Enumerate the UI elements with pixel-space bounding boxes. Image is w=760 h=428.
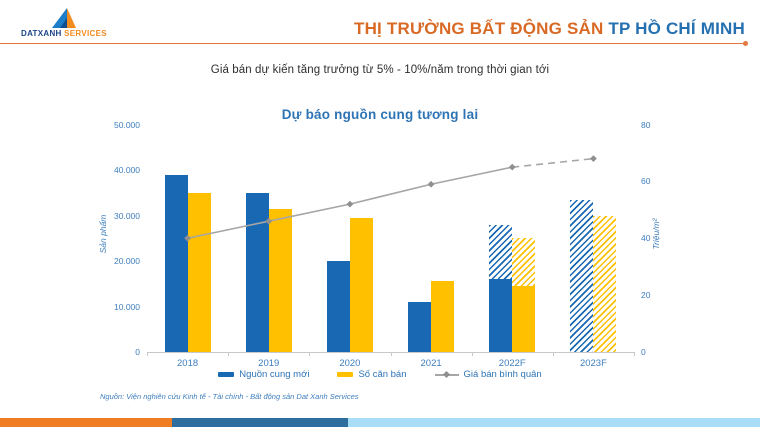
left-axis-title: Sản phẩm xyxy=(98,214,108,254)
page-title: THỊ TRƯỜNG BẤT ĐỘNG SẢN TP HỒ CHÍ MINH xyxy=(354,19,745,39)
bar-units-sold-solid xyxy=(187,192,211,352)
footer-segment-light-blue xyxy=(348,418,760,427)
x-axis-category-label: 2022F xyxy=(498,358,526,369)
right-axis-tick-label: 60 xyxy=(641,176,651,187)
right-axis-tick-label: 20 xyxy=(641,290,651,301)
trend-line-diamond-marker xyxy=(427,180,435,188)
legend-diamond-icon xyxy=(442,370,450,378)
left-axis-tick-label: 30.000 xyxy=(114,210,140,221)
bar-new-supply-solid xyxy=(408,301,432,352)
left-axis-tick-label: 10.000 xyxy=(114,301,140,312)
bar-new-supply-solid xyxy=(164,174,188,352)
right-axis-tick-label: 80 xyxy=(641,119,651,130)
x-axis-tick xyxy=(309,352,311,356)
datxanh-logo: DATXANH SERVICES xyxy=(21,8,131,38)
x-axis-tick xyxy=(471,352,473,356)
right-axis-tick-label: 0 xyxy=(641,347,646,357)
right-axis-tick-label: 40 xyxy=(641,233,651,244)
left-axis-tick-label: 20.000 xyxy=(114,256,140,266)
x-axis-category-label: 2020 xyxy=(339,358,361,369)
legend-item: Số căn bán xyxy=(337,369,407,380)
source-note: Nguồn: Viện nghiên cứu Kinh tế - Tài chí… xyxy=(100,392,359,401)
logo-brand: DATXANH xyxy=(21,29,62,38)
trend-line-diamond-marker xyxy=(590,155,597,163)
x-axis-category-label: 2018 xyxy=(177,358,199,369)
x-axis-tick xyxy=(634,352,635,356)
bar-units-sold-forecast-hatched xyxy=(512,238,536,287)
logo-triangle-icon xyxy=(52,8,76,28)
bar-units-sold-solid xyxy=(349,217,373,352)
header-divider xyxy=(0,43,745,44)
trend-line-diamond-marker xyxy=(346,200,354,208)
right-axis-title: Triệu/m² xyxy=(651,218,661,250)
x-axis-category-label: 2021 xyxy=(420,358,442,369)
subtitle: Giá bán dự kiến tăng trưởng từ 5% - 10%/… xyxy=(210,64,550,76)
x-axis-tick xyxy=(390,352,392,356)
bar-new-supply-solid xyxy=(326,261,350,352)
left-axis-tick-label: 0 xyxy=(135,347,140,357)
bar-units-sold-solid xyxy=(431,281,455,352)
x-axis-category-label: 2023F xyxy=(579,358,607,369)
x-axis-tick xyxy=(552,352,554,356)
bar-new-supply-forecast-hatched xyxy=(489,224,513,280)
x-axis-category-label: 2019 xyxy=(258,358,280,369)
page-title-city: TP HỒ CHÍ MINH xyxy=(603,19,745,38)
legend-item: Nguồn cung mới xyxy=(218,369,309,380)
footer-segment-orange xyxy=(0,418,172,427)
left-axis-tick-label: 40.000 xyxy=(114,165,140,175)
chart-title: Dự báo nguồn cung tương lai xyxy=(281,107,479,122)
logo-suffix: SERVICES xyxy=(64,29,107,38)
legend-line-swatch xyxy=(434,370,459,378)
bar-units-sold-solid xyxy=(268,208,292,352)
left-axis-tick-label: 50.000 xyxy=(114,119,140,130)
legend-item: Giá bán bình quân xyxy=(434,369,542,380)
logo-text: DATXANH SERVICES xyxy=(21,29,131,38)
legend-bar-swatch xyxy=(337,372,354,377)
x-axis-tick xyxy=(147,352,148,356)
chart-legend: Nguồn cung mới Số căn bán Giá bán bình quâ… xyxy=(0,369,760,380)
page-title-market: THỊ TRƯỜNG BẤT ĐỘNG SẢN xyxy=(353,19,604,38)
footer-segment-steel-blue xyxy=(172,418,348,427)
trend-line-diamond-marker xyxy=(508,163,516,171)
legend-label: Số căn bán xyxy=(358,369,407,380)
bar-units-sold-forecast-hatched xyxy=(593,215,617,352)
footer-color-bar xyxy=(0,418,760,427)
legend-label: Nguồn cung mới xyxy=(239,369,310,380)
bar-new-supply-forecast-hatched xyxy=(570,199,594,352)
bar-new-supply-solid xyxy=(489,279,513,352)
bar-new-supply-solid xyxy=(245,192,269,352)
header-divider-dot xyxy=(743,41,748,46)
trend-line-dashed-forecast xyxy=(512,157,594,168)
bar-units-sold-solid xyxy=(512,286,536,352)
legend-label: Giá bán bình quân xyxy=(463,369,542,380)
legend-bar-swatch xyxy=(218,372,235,377)
x-axis-tick xyxy=(228,352,230,356)
